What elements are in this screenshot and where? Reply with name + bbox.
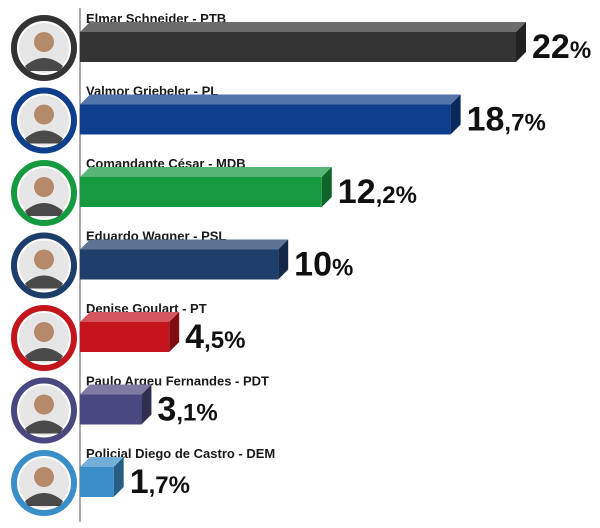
- value-integer: 12: [338, 173, 376, 211]
- value-label: 3,1%: [157, 391, 217, 429]
- bar: [80, 104, 451, 135]
- avatar-icon: [11, 15, 77, 81]
- value-percent: %: [196, 400, 217, 427]
- value-percent: %: [332, 255, 353, 282]
- bar-top-face: [80, 22, 526, 32]
- bar: [80, 394, 142, 425]
- bar-side-face: [321, 167, 332, 207]
- bar-top-face: [80, 457, 124, 467]
- bar-side-face: [169, 312, 180, 352]
- value-label: 22%: [532, 28, 591, 66]
- value-integer: 18: [467, 101, 505, 139]
- value-integer: 3: [157, 391, 176, 429]
- bar: [80, 249, 279, 280]
- value-integer: 1: [130, 463, 149, 501]
- avatar-icon: [11, 232, 77, 299]
- avatar-icon: [11, 377, 77, 444]
- value-integer: 22: [532, 28, 570, 66]
- avatar-icon: [11, 305, 77, 371]
- value-percent: %: [396, 182, 417, 209]
- candidate-row: Denise Goulart - PT4,5%: [11, 301, 245, 371]
- value-label: 4,5%: [185, 318, 245, 356]
- bar-top-face: [80, 239, 289, 250]
- bar-top-face: [80, 167, 332, 177]
- value-decimal: ,7: [504, 110, 524, 137]
- value-decimal: ,1: [176, 400, 196, 427]
- value-label: 12,2%: [338, 173, 417, 211]
- value-label: 1,7%: [130, 463, 190, 501]
- bar: [80, 467, 114, 497]
- bar-side-face: [516, 22, 526, 62]
- value-percent: %: [524, 110, 545, 137]
- avatar-icon: [11, 87, 77, 154]
- value-percent: %: [224, 327, 245, 354]
- bar: [80, 322, 170, 352]
- bar: [80, 177, 322, 207]
- candidate-row: Policial Diego de Castro - DEM 1,7%: [11, 446, 275, 516]
- value-decimal: ,5: [204, 327, 224, 354]
- value-integer: 4: [185, 318, 204, 356]
- value-decimal: ,2: [376, 182, 396, 209]
- value-label: 18,7%: [467, 101, 546, 139]
- value-decimal: ,7: [149, 472, 169, 499]
- bar: [80, 32, 516, 62]
- bar-side-face: [113, 457, 124, 497]
- bar-side-face: [141, 384, 152, 425]
- avatar-icon: [11, 450, 77, 516]
- bar-side-face: [278, 239, 289, 280]
- candidate-name-label: Policial Diego de Castro - DEM: [86, 446, 275, 461]
- value-percent: %: [570, 37, 591, 64]
- value-integer: 10: [294, 246, 332, 284]
- bar-top-face: [80, 312, 180, 322]
- value-percent: %: [169, 472, 190, 499]
- value-label: 10%: [294, 246, 353, 284]
- bar-top-face: [80, 384, 152, 395]
- bar-top-face: [80, 94, 461, 105]
- bar-side-face: [450, 94, 461, 135]
- avatar-icon: [11, 160, 77, 226]
